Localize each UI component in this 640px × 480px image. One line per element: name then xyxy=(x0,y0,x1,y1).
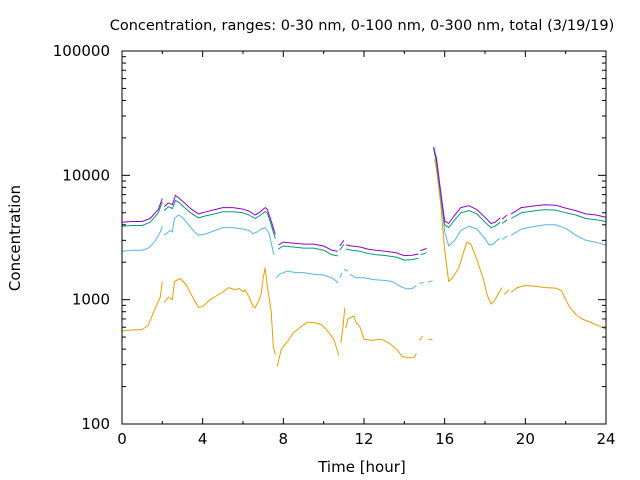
series-line xyxy=(163,199,276,239)
series-line xyxy=(501,219,508,224)
x-tick-label: 4 xyxy=(198,430,208,448)
series-line xyxy=(510,285,607,330)
x-tick-label: 16 xyxy=(435,430,454,448)
series-line xyxy=(510,209,607,222)
series-line xyxy=(419,335,423,341)
series-4 xyxy=(121,146,607,257)
series-line xyxy=(163,194,276,235)
series-line xyxy=(345,244,419,257)
series-line xyxy=(339,240,345,247)
series-layer xyxy=(121,146,607,367)
series-line xyxy=(121,198,163,223)
ticks-layer: 0 4 8 12 16 20 24 100 1000 10000 100000 xyxy=(53,42,616,448)
series-line xyxy=(433,148,501,229)
series-line xyxy=(428,338,433,341)
x-tick-label: 12 xyxy=(354,430,373,448)
series-line xyxy=(340,307,346,343)
series-line xyxy=(510,204,607,218)
series-line xyxy=(501,235,508,240)
series-3 xyxy=(121,148,607,261)
series-line xyxy=(275,270,339,284)
series-2 xyxy=(121,148,607,290)
series-line xyxy=(121,281,163,332)
series-line xyxy=(420,252,427,256)
series-line xyxy=(345,315,417,359)
series-line xyxy=(339,243,345,251)
series-line xyxy=(503,289,510,295)
series-line xyxy=(278,241,338,252)
plot-frame xyxy=(121,50,607,425)
y-tick-label: 100000 xyxy=(53,42,110,60)
y-tick-label: 10000 xyxy=(62,166,110,184)
y-tick-label: 1000 xyxy=(72,291,110,309)
x-axis-label: Time [hour] xyxy=(317,458,406,476)
series-line xyxy=(434,159,503,305)
series-1 xyxy=(121,159,607,367)
series-line xyxy=(345,248,419,261)
series-line xyxy=(349,273,417,290)
series-line xyxy=(276,321,340,367)
x-tick-label: 24 xyxy=(596,430,615,448)
series-line xyxy=(501,214,508,220)
series-line xyxy=(278,245,338,257)
series-line xyxy=(121,201,163,227)
y-tick-label: 100 xyxy=(81,415,110,433)
series-line xyxy=(420,248,427,252)
series-line xyxy=(427,280,433,283)
series-line xyxy=(121,226,163,252)
series-line xyxy=(419,281,424,284)
chart-title: Concentration, ranges: 0-30 nm, 0-100 nm… xyxy=(110,18,615,34)
series-line xyxy=(339,272,343,278)
series-line xyxy=(163,267,276,355)
series-line xyxy=(343,268,349,272)
series-line xyxy=(510,224,607,246)
x-tick-label: 0 xyxy=(117,430,127,448)
y-axis-label: Concentration xyxy=(6,185,24,291)
series-line xyxy=(163,214,275,255)
series-line xyxy=(433,148,501,247)
x-tick-label: 8 xyxy=(279,430,289,448)
series-line xyxy=(433,146,501,224)
x-tick-label: 20 xyxy=(516,430,535,448)
